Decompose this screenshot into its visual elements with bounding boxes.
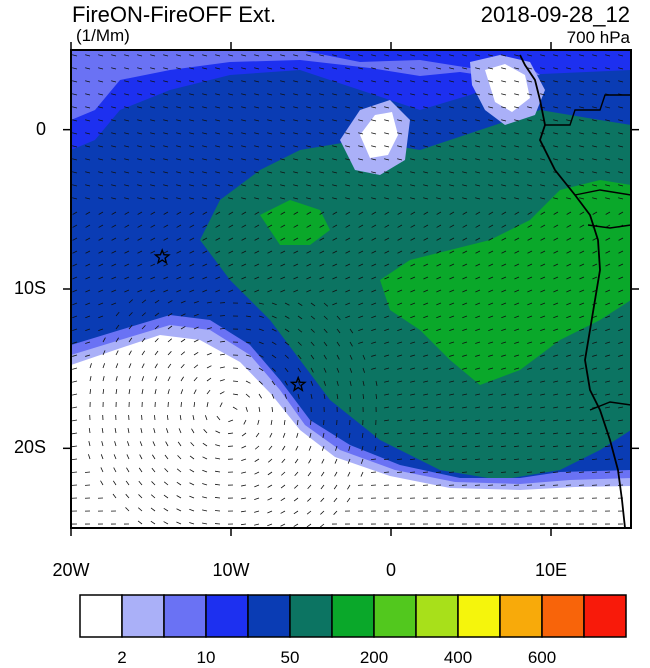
x-tick-label: 10W xyxy=(212,560,249,581)
y-tick-label: 10S xyxy=(14,278,46,299)
x-tick-label: 20W xyxy=(52,560,89,581)
colorbar-swatch xyxy=(206,595,248,637)
y-tick-label: 20S xyxy=(14,437,46,458)
colorbar-swatch xyxy=(416,595,458,637)
colorbar-swatch xyxy=(584,595,626,637)
colorbar-swatch xyxy=(332,595,374,637)
wind-vector xyxy=(154,415,155,420)
colorbar-swatch xyxy=(80,595,122,637)
wind-vector xyxy=(181,402,182,407)
colorbar-swatch xyxy=(290,595,332,637)
colorbar-swatch xyxy=(374,595,416,637)
x-tick-label: 0 xyxy=(386,560,396,581)
colorbar-label: 600 xyxy=(528,648,556,668)
colorbar-swatch xyxy=(542,595,584,637)
colorbar-label: 10 xyxy=(197,648,216,668)
colorbar-label: 2 xyxy=(117,648,126,668)
colorbar-swatch xyxy=(458,595,500,637)
colorbar-swatch xyxy=(122,595,164,637)
y-tick-label: 0 xyxy=(36,119,46,140)
wind-vector xyxy=(215,510,220,511)
colorbar xyxy=(80,595,626,637)
colorbar-swatch xyxy=(500,595,542,637)
x-tick-label: 10E xyxy=(535,560,567,581)
colorbar-swatch xyxy=(164,595,206,637)
colorbar-swatch xyxy=(248,595,290,637)
colorbar-label: 50 xyxy=(281,648,300,668)
colorbar-label: 400 xyxy=(444,648,472,668)
wind-vector xyxy=(220,315,225,316)
map-field xyxy=(71,50,631,528)
colorbar-label: 200 xyxy=(360,648,388,668)
